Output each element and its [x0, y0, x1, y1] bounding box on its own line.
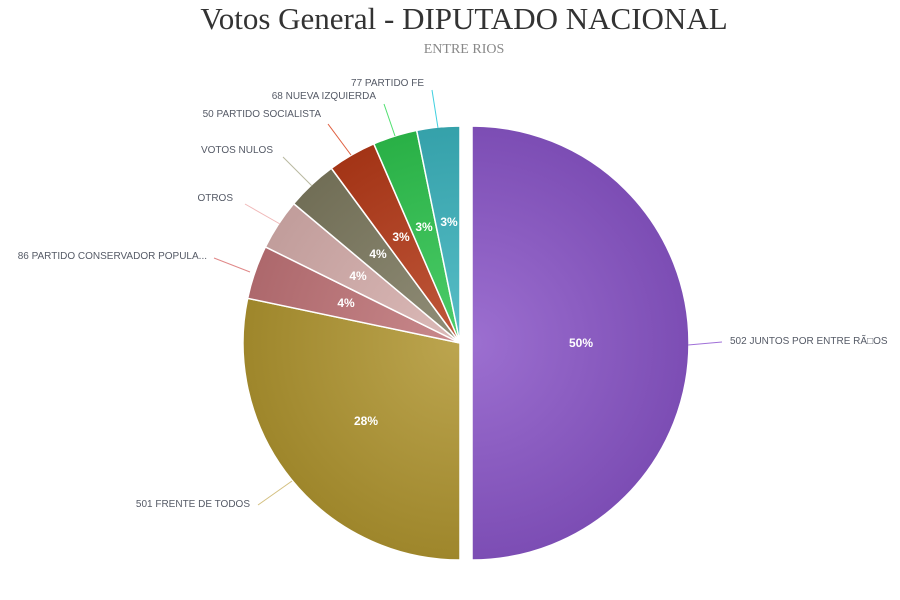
pie-slices: [242, 125, 690, 561]
slice-category-label: 502 JUNTOS POR ENTRE RÃ□OS: [730, 334, 888, 347]
leader-line: [327, 123, 352, 156]
slice-category-label: 68 NUEVA IZQUIERDA: [272, 91, 377, 102]
slice-category-label: 77 PARTIDO FE: [351, 78, 424, 89]
leader-line: [687, 341, 723, 346]
slice-percent-label: 3%: [415, 220, 433, 234]
pie-slice[interactable]: [471, 125, 690, 561]
chart-subtitle: ENTRE RIOS: [423, 42, 505, 57]
pie-slice[interactable]: [242, 297, 461, 561]
leader-line: [213, 257, 251, 273]
leader-line: [431, 89, 439, 129]
slice-percent-label: 4%: [369, 247, 387, 261]
slice-category-label: 501 FRENTE DE TODOS: [136, 499, 250, 510]
slice-percent-label: 4%: [337, 296, 355, 310]
slice-category-label: 50 PARTIDO SOCIALISTA: [203, 109, 322, 120]
slice-percent-label: 4%: [349, 269, 367, 283]
leader-line: [244, 203, 281, 225]
slice-category-label: OTROS: [197, 193, 233, 204]
slice-percent-label: 28%: [354, 414, 378, 428]
leader-lines: [213, 89, 723, 506]
slice-percent-label: 3%: [440, 215, 458, 229]
slice-percent-label: 3%: [392, 230, 410, 244]
leader-line: [282, 156, 313, 187]
leader-line: [257, 480, 293, 506]
external-labels: 502 JUNTOS POR ENTRE RÃ□OS 501 FRENTE DE …: [18, 78, 888, 510]
slice-category-label: VOTOS NULOS: [201, 145, 273, 156]
percent-labels: 50%28%4%4%4%3%3% 3%: [337, 215, 593, 428]
chart-title: Votos General - DIPUTADO NACIONAL: [200, 1, 728, 36]
slice-category-label: 86 PARTIDO CONSERVADOR POPULA...: [18, 251, 207, 262]
slice-percent-label: 50%: [569, 336, 593, 350]
leader-line: [383, 103, 396, 137]
